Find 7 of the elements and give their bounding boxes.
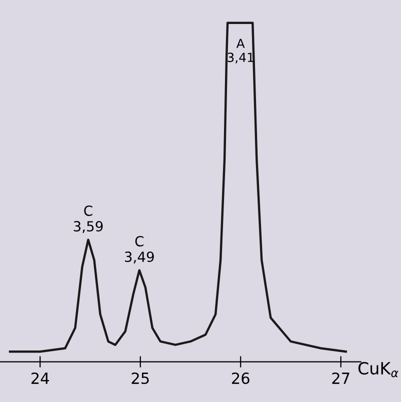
x-tick-label: 27 xyxy=(332,372,350,384)
x-axis-title: CuK$_{α}$ xyxy=(358,362,398,378)
x-tick-label: 26 xyxy=(232,372,250,384)
x-tick-label: 24 xyxy=(32,372,49,384)
x-tick-label: 25 xyxy=(132,372,149,384)
annotation: C 3,49 xyxy=(124,236,154,264)
annotation: C 3,59 xyxy=(74,205,103,233)
